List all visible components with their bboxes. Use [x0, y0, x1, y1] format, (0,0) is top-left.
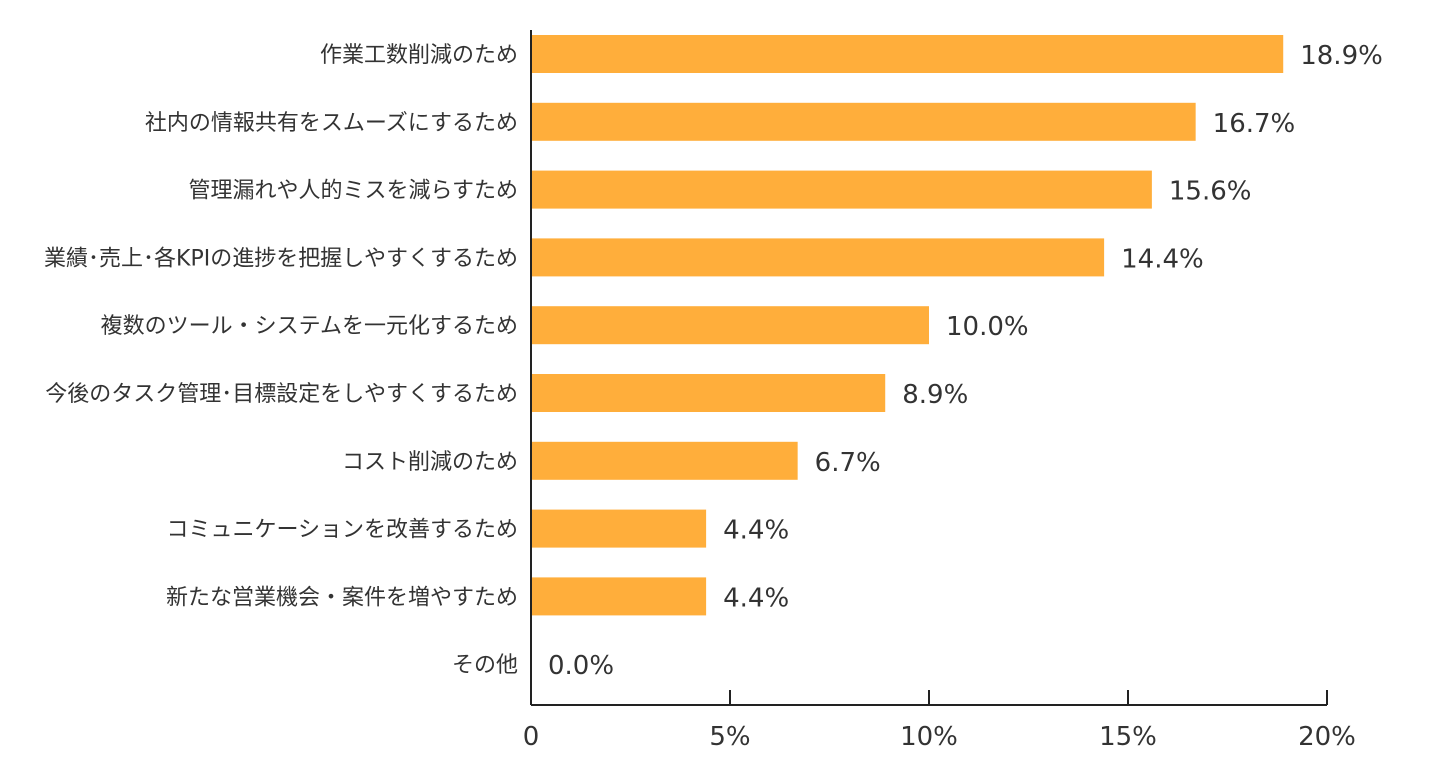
category-label: 管理漏れや人的ミスを減らすため	[188, 179, 518, 204]
x-tick-label: 15%	[1099, 722, 1157, 752]
data-label: 0.0%	[548, 651, 614, 681]
bar	[531, 238, 1105, 277]
data-label: 4.4%	[723, 583, 789, 613]
data-label: 14.4%	[1121, 244, 1204, 274]
category-label: 社内の情報共有をスムーズにするため	[145, 111, 518, 136]
x-tick-label: 5%	[709, 722, 750, 752]
bar	[531, 102, 1196, 141]
category-label: その他	[452, 653, 518, 678]
bar	[531, 306, 929, 345]
x-tick-label: 10%	[900, 722, 958, 752]
bar	[531, 170, 1152, 209]
bar	[531, 577, 707, 616]
category-label: 複数のツール・システムを一元化するため	[101, 314, 518, 339]
bar	[531, 35, 1284, 73]
data-label: 15.6%	[1169, 177, 1252, 207]
data-label: 8.9%	[902, 380, 968, 410]
data-label: 10.0%	[946, 312, 1029, 342]
bar	[531, 441, 798, 480]
category-label: コスト削減のため	[342, 450, 518, 475]
data-label: 18.9%	[1300, 41, 1383, 71]
data-label: 16.7%	[1213, 109, 1296, 139]
bar	[531, 374, 886, 412]
data-label: 4.4%	[723, 516, 789, 546]
category-label: 今後のタスク管理･目標設定をしやすくするため	[45, 382, 518, 407]
category-label: コミュニケーションを改善するため	[166, 518, 518, 543]
x-tick-label: 0	[523, 722, 540, 752]
bar	[531, 509, 707, 548]
category-label: 業績･売上･各KPIの進捗を把握しやすくするため	[44, 246, 518, 271]
category-label: 新たな営業機会・案件を増やすため	[166, 585, 518, 610]
category-label: 作業工数削減のため	[320, 43, 518, 68]
data-label: 6.7%	[815, 448, 881, 478]
x-tick-label: 20%	[1298, 722, 1356, 752]
